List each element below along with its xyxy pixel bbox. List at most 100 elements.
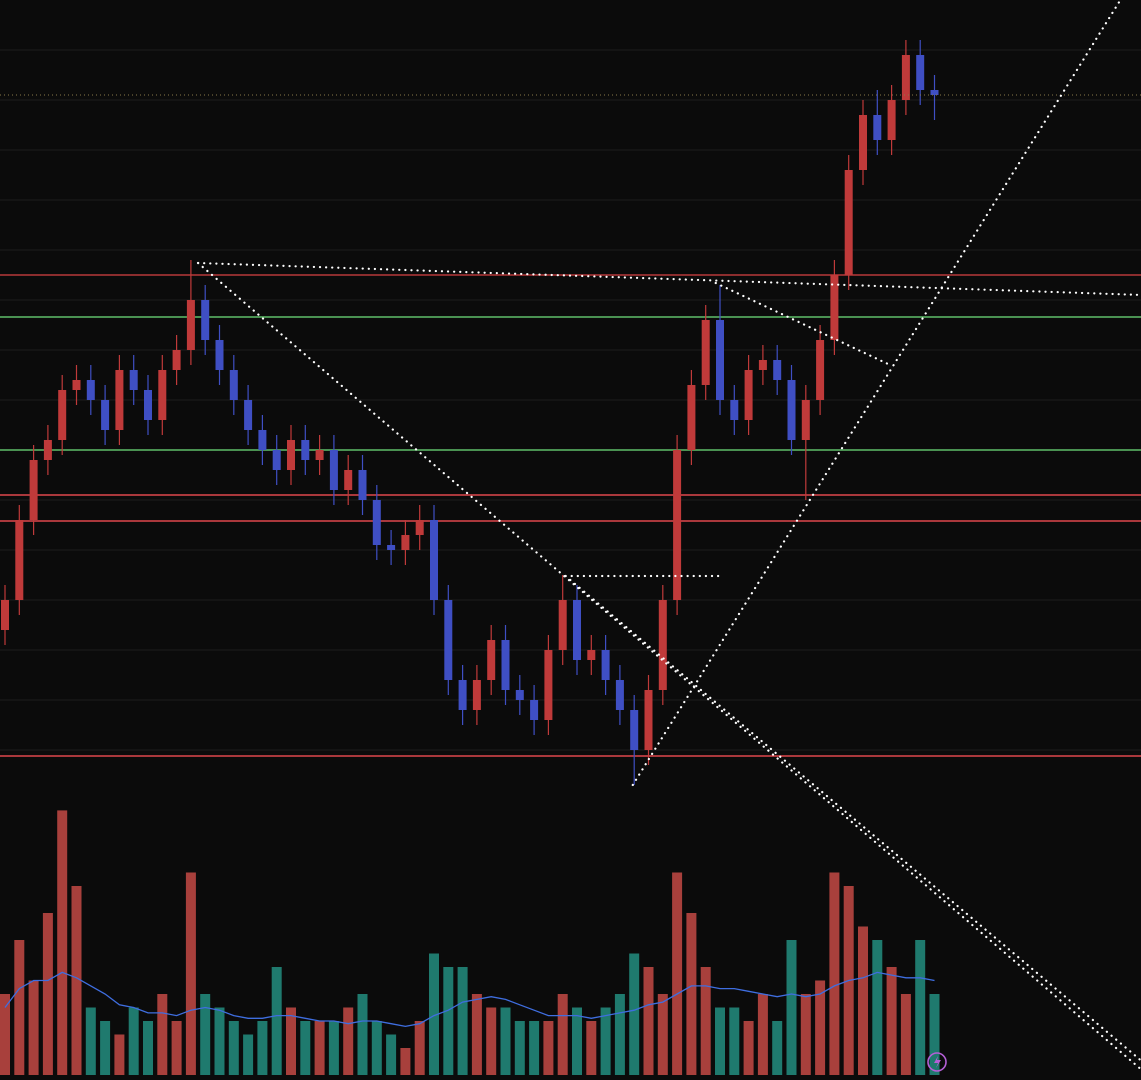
candle-body [129, 370, 138, 390]
candle-body [458, 680, 467, 710]
candle-body [72, 380, 81, 390]
volume-bar [85, 1007, 96, 1075]
volume-bar [643, 967, 654, 1075]
volume-bar [800, 994, 811, 1075]
volume-bar [128, 1007, 139, 1075]
candle-body [630, 710, 639, 750]
candle-body [58, 390, 67, 440]
volume-bar [171, 1021, 182, 1075]
alert-icon[interactable] [927, 1052, 947, 1072]
volume-bar [286, 1007, 296, 1075]
volume-bar [872, 940, 883, 1075]
candle-body [758, 360, 767, 370]
candle-body [515, 690, 524, 700]
candle-body [272, 450, 281, 470]
candle-body [430, 520, 438, 600]
volume-bar [257, 1021, 268, 1075]
candle-body [244, 400, 253, 430]
candle-body [415, 520, 424, 535]
volume-bar [743, 1021, 754, 1075]
candle-body [372, 500, 381, 545]
volume-bar [500, 1007, 511, 1075]
candle-body [186, 300, 195, 350]
candle-body [744, 370, 753, 420]
candle-body [844, 170, 853, 275]
candle-body [859, 115, 867, 170]
volume-bar [471, 994, 482, 1075]
candle-body [472, 680, 481, 710]
candle-body [916, 55, 925, 90]
volume-bar [157, 994, 168, 1075]
candle-body [315, 450, 324, 460]
candle-body [544, 650, 553, 720]
candle-body [86, 380, 95, 400]
candle-body [558, 600, 567, 650]
candle-body [115, 370, 124, 430]
volume-bar [829, 872, 840, 1075]
volume-bar [414, 1021, 425, 1075]
volume-bar [657, 994, 668, 1075]
candle-body [215, 340, 224, 370]
volume-bar [371, 1021, 382, 1075]
volume-bar [57, 810, 68, 1075]
volume-bar [114, 1034, 125, 1075]
candle-body [1, 600, 9, 630]
volume-bar [328, 1021, 339, 1075]
candle-body [687, 385, 696, 450]
volume-bar [572, 1007, 582, 1075]
volume-bar [457, 967, 468, 1075]
volume-bar [143, 1021, 153, 1075]
candle-body [501, 640, 510, 690]
volume-bar [715, 1007, 725, 1075]
candle-body [201, 300, 210, 340]
candle-body [258, 430, 267, 450]
volume-bar [300, 1021, 311, 1075]
candle-body [29, 460, 38, 520]
volume-bar [514, 1021, 525, 1075]
volume-bar [614, 994, 625, 1075]
candle-body [15, 520, 24, 600]
volume-bar [386, 1034, 397, 1075]
candle-body [716, 320, 724, 400]
candle-body [801, 400, 810, 440]
candle-body [487, 640, 496, 680]
volume-bar [700, 967, 711, 1075]
volume-bar [343, 1007, 354, 1075]
volume-bar [786, 940, 797, 1075]
volume-bar [543, 1021, 554, 1075]
volume-bar [529, 1021, 540, 1075]
volume-bar [400, 1048, 411, 1075]
candle-body [301, 440, 310, 460]
candle-body [887, 100, 896, 140]
candle-body [172, 350, 181, 370]
volume-bar [900, 994, 911, 1075]
volume-bar [815, 980, 826, 1075]
volume-bar [429, 953, 439, 1075]
volume-bar [243, 1034, 254, 1075]
candle-body [644, 690, 653, 750]
candle-body [530, 700, 539, 720]
volume-ma-line [4, 971, 935, 1028]
volume-bar [557, 994, 568, 1075]
volume-bar [915, 940, 926, 1075]
volume-bar [357, 994, 368, 1075]
candle-body [329, 450, 338, 490]
volume-bar [486, 1007, 497, 1075]
volume-bar [28, 980, 39, 1075]
candle-body [229, 370, 238, 400]
volume-bar [757, 994, 768, 1075]
candle-body [816, 340, 825, 400]
candle-body [444, 600, 453, 680]
volume-bar [314, 1021, 325, 1075]
volume-bar [600, 1007, 611, 1075]
candle-body [387, 545, 396, 550]
candle-body [344, 470, 353, 490]
volume-bar [185, 872, 196, 1075]
volume-bar [200, 994, 211, 1075]
volume-bar [14, 940, 25, 1075]
volume-bar [586, 1021, 597, 1075]
candle-body [930, 90, 939, 95]
candle-body [830, 275, 839, 340]
candle-body [901, 55, 910, 100]
trend-line [196, 261, 1141, 297]
